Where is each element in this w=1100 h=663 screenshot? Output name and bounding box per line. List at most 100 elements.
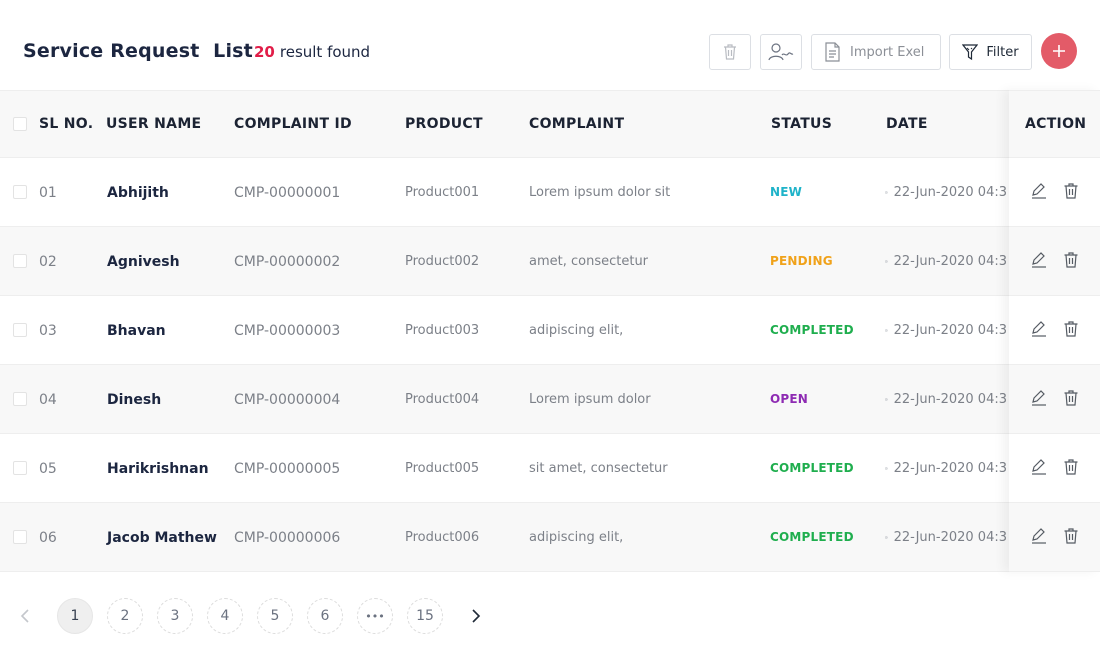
page-1[interactable]: 1	[57, 598, 93, 634]
row-date-text: 22-Jun-2020 04:3	[893, 530, 1007, 545]
result-count-number: 20	[254, 43, 275, 61]
status-badge: PENDING	[770, 254, 833, 268]
col-product: PRODUCT	[405, 116, 483, 132]
plus-icon	[1053, 45, 1065, 57]
pagination: 1 2 3 4 5 6 ••• 15	[0, 598, 1100, 636]
row-checkbox[interactable]	[13, 461, 27, 475]
row-complaint: adipiscing elit,	[529, 323, 624, 338]
row-complaint: amet, consectetur	[529, 254, 649, 269]
trash-icon[interactable]	[1063, 527, 1079, 545]
table-row[interactable]: 05 Harikrishnan CMP-00000005 Product005 …	[0, 434, 1100, 503]
page-ellipsis[interactable]: •••	[357, 598, 393, 634]
next-page-button[interactable]	[467, 607, 485, 625]
filter-button[interactable]: Filter	[949, 34, 1032, 70]
row-sl-no: 03	[39, 323, 57, 339]
trash-icon[interactable]	[1063, 389, 1079, 407]
row-product: Product006	[405, 530, 480, 545]
table-row[interactable]: 06 Jacob Mathew CMP-00000006 Product006 …	[0, 503, 1100, 572]
row-actions	[1009, 434, 1100, 503]
delete-selected-button[interactable]	[709, 34, 751, 70]
row-product: Product002	[405, 254, 480, 269]
page-6[interactable]: 6	[307, 598, 343, 634]
prev-page-button[interactable]	[16, 607, 34, 625]
row-date: 22-Jun-2020 04:3	[885, 185, 1007, 200]
action-column: ACTION	[1009, 90, 1100, 572]
trash-icon[interactable]	[1063, 458, 1079, 476]
clock-icon	[885, 467, 888, 470]
col-complaint: COMPLAINT	[529, 116, 625, 132]
assign-user-button[interactable]	[760, 34, 802, 70]
trash-icon[interactable]	[1063, 320, 1079, 338]
row-date-text: 22-Jun-2020 04:3	[893, 461, 1007, 476]
row-complaint-id: CMP-00000002	[234, 254, 341, 270]
row-checkbox[interactable]	[13, 323, 27, 337]
select-all-checkbox[interactable]	[13, 117, 27, 131]
row-product: Product005	[405, 461, 480, 476]
page-header: Service Request List 20 result found Impo…	[0, 0, 1100, 90]
edit-icon[interactable]	[1030, 458, 1048, 476]
row-date: 22-Jun-2020 04:3	[885, 392, 1007, 407]
row-checkbox[interactable]	[13, 254, 27, 268]
row-user-name: Bhavan	[107, 323, 166, 339]
status-badge: COMPLETED	[770, 323, 854, 337]
edit-icon[interactable]	[1030, 527, 1048, 545]
file-icon	[825, 42, 840, 62]
row-complaint-id: CMP-00000004	[234, 392, 341, 408]
clock-icon	[885, 536, 888, 539]
filter-icon	[962, 44, 979, 61]
col-complaint-id: COMPLAINT ID	[234, 116, 352, 132]
row-sl-no: 06	[39, 530, 57, 546]
row-checkbox[interactable]	[13, 530, 27, 544]
row-date: 22-Jun-2020 04:3	[885, 530, 1007, 545]
row-sl-no: 02	[39, 254, 57, 270]
result-count-label: result found	[279, 43, 371, 61]
row-actions	[1009, 365, 1100, 434]
row-checkbox[interactable]	[13, 392, 27, 406]
result-count: 20 result found	[254, 43, 370, 61]
row-actions	[1009, 503, 1100, 572]
import-excel-button[interactable]: Import Exel	[811, 34, 941, 70]
trash-icon[interactable]	[1063, 182, 1079, 200]
row-actions	[1009, 227, 1100, 296]
table-row[interactable]: 01 Abhijith CMP-00000001 Product001 Lore…	[0, 158, 1100, 227]
row-sl-no: 04	[39, 392, 57, 408]
row-checkbox[interactable]	[13, 185, 27, 199]
add-request-button[interactable]	[1041, 33, 1077, 69]
edit-icon[interactable]	[1030, 389, 1048, 407]
row-date: 22-Jun-2020 04:3	[885, 323, 1007, 338]
import-label: Import Exel	[850, 44, 925, 60]
edit-icon[interactable]	[1030, 182, 1048, 200]
row-date-text: 22-Jun-2020 04:3	[893, 185, 1007, 200]
clock-icon	[885, 260, 888, 263]
edit-icon[interactable]	[1030, 320, 1048, 338]
row-date: 22-Jun-2020 04:3	[885, 254, 1007, 269]
row-complaint-id: CMP-00000003	[234, 323, 341, 339]
trash-icon[interactable]	[1063, 251, 1079, 269]
chevron-left-icon	[20, 609, 29, 623]
row-date: 22-Jun-2020 04:3	[885, 461, 1007, 476]
page-3[interactable]: 3	[157, 598, 193, 634]
page-5[interactable]: 5	[257, 598, 293, 634]
row-complaint-id: CMP-00000006	[234, 530, 341, 546]
row-product: Product004	[405, 392, 480, 407]
trash-icon	[724, 44, 736, 60]
page-15[interactable]: 15	[407, 598, 443, 634]
row-date-text: 22-Jun-2020 04:3	[893, 254, 1007, 269]
row-complaint-id: CMP-00000001	[234, 185, 341, 201]
row-complaint: Lorem ipsum dolor sit	[529, 185, 671, 200]
page-2[interactable]: 2	[107, 598, 143, 634]
page-4[interactable]: 4	[207, 598, 243, 634]
edit-icon[interactable]	[1030, 251, 1048, 269]
filter-label: Filter	[986, 44, 1019, 60]
table-row[interactable]: 02 Agnivesh CMP-00000002 Product002 amet…	[0, 227, 1100, 296]
table-row[interactable]: 04 Dinesh CMP-00000004 Product004 Lorem …	[0, 365, 1100, 434]
col-sl-no: SL NO.	[39, 116, 94, 132]
col-status: STATUS	[771, 116, 833, 132]
row-date-text: 22-Jun-2020 04:3	[893, 392, 1007, 407]
status-badge: COMPLETED	[770, 530, 854, 544]
row-product: Product001	[405, 185, 480, 200]
row-user-name: Agnivesh	[107, 254, 180, 270]
table-row[interactable]: 03 Bhavan CMP-00000003 Product003 adipis…	[0, 296, 1100, 365]
col-date: DATE	[886, 116, 928, 132]
row-complaint: sit amet, consectetur	[529, 461, 668, 476]
